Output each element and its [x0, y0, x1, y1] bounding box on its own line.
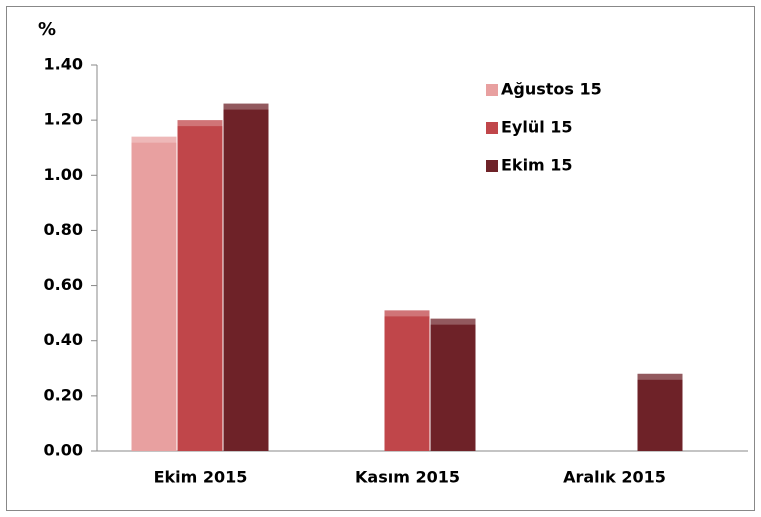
bar — [131, 136, 177, 451]
bar — [384, 310, 430, 451]
legend-label: Ağustos 15 — [501, 80, 602, 99]
legend-label: Eylül 15 — [501, 118, 573, 137]
legend-label: Ekim 15 — [501, 156, 573, 175]
legend-swatch — [486, 160, 498, 172]
bar-highlight — [430, 318, 476, 325]
bar-highlight — [223, 103, 269, 110]
y-tick-label: 0.80 — [44, 220, 83, 239]
bar-highlight — [637, 373, 683, 380]
legend-swatch — [486, 84, 498, 96]
bar-highlight — [131, 136, 177, 143]
x-tick-label: Kasım 2015 — [355, 468, 460, 487]
bar — [430, 318, 476, 451]
y-tick-label: 1.00 — [44, 165, 83, 184]
y-tick-label: 1.20 — [44, 110, 83, 129]
y-tick-label: 0.60 — [44, 275, 83, 294]
y-tick-label: 1.40 — [44, 55, 83, 74]
bar — [637, 373, 683, 451]
bar — [223, 103, 269, 451]
x-tick-label: Aralık 2015 — [563, 468, 666, 487]
y-tick-label: 0.40 — [44, 330, 83, 349]
bar-highlight — [384, 310, 430, 317]
legend-swatch — [486, 122, 498, 134]
x-tick-label: Ekim 2015 — [154, 468, 248, 487]
y-tick-label: 0.00 — [44, 441, 83, 460]
y-axis-label: % — [38, 19, 56, 40]
chart-border — [6, 6, 755, 511]
bar — [177, 120, 223, 452]
y-tick-label: 0.20 — [44, 385, 83, 404]
bar-highlight — [177, 120, 223, 127]
